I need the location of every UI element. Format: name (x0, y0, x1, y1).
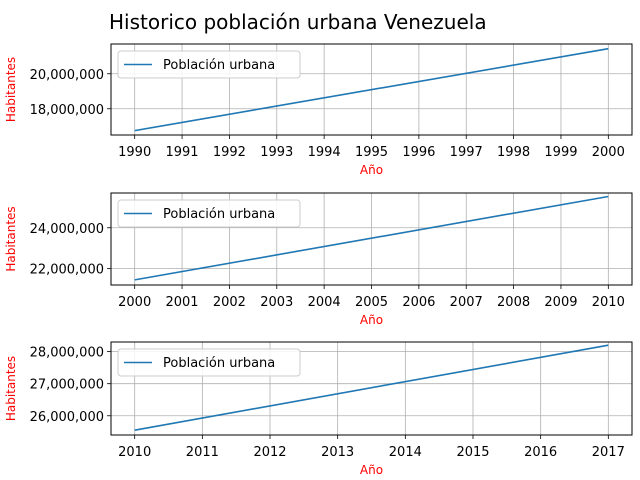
x-tick-label: 2000 (118, 295, 151, 310)
legend-box (117, 50, 301, 79)
y-tick-label: 24,000,000 (30, 222, 104, 237)
subplot-2: 2000 2001 2002 2003 2004 2005 2006 2007 2008 2009… (4, 192, 633, 327)
series-line (134, 344, 609, 431)
series-line (134, 195, 609, 281)
x-tick-label: 2004 (308, 295, 341, 310)
x-tick-label: 2005 (355, 295, 388, 310)
x-tick-label: 1999 (544, 145, 577, 160)
legend: Población urbana (117, 50, 301, 79)
x-tick-label: 1995 (355, 145, 388, 160)
legend-label: Población urbana (163, 207, 275, 222)
legend: Población urbana (117, 348, 301, 377)
y-axis-label: Habitantes (4, 206, 18, 271)
x-tick-label: 2010 (592, 295, 625, 310)
legend-label: Población urbana (163, 356, 275, 371)
x-tick-label: 1991 (165, 145, 198, 160)
x-tick-label: 1993 (260, 145, 293, 160)
x-tick-label: 2002 (213, 295, 246, 310)
x-tick-label: 2008 (497, 295, 530, 310)
series-line (134, 47, 609, 132)
x-tick-label: 2006 (402, 295, 435, 310)
legend: Población urbana (117, 199, 301, 228)
x-tick-label: 2009 (544, 295, 577, 310)
y-tick-label: 20,000,000 (30, 68, 104, 83)
legend-label: Población urbana (163, 58, 275, 73)
x-tick-label: 2014 (389, 445, 422, 460)
x-axis-label: Año (360, 463, 383, 477)
x-tick-label: 2011 (186, 445, 219, 460)
x-tick-label: 2000 (592, 145, 625, 160)
x-tick-label: 2016 (524, 445, 557, 460)
x-tick-label: 1997 (450, 145, 483, 160)
subplot-3: 2010 2011 2012 2013 2014 2015 2016 2017 26,000,0… (4, 341, 633, 477)
x-tick-label: 1994 (308, 145, 341, 160)
y-tick-label: 27,000,000 (30, 378, 104, 393)
y-axis-label: Habitantes (4, 356, 18, 421)
axes-frame (110, 341, 633, 436)
x-tick-label: 1996 (402, 145, 435, 160)
x-tick-label: 1992 (213, 145, 246, 160)
legend-box (117, 199, 301, 228)
chart-title: Historico población urbana Venezuela (109, 10, 487, 34)
x-tick-label: 2001 (165, 295, 198, 310)
x-axis-label: Año (360, 313, 383, 327)
x-tick-label: 2003 (260, 295, 293, 310)
x-tick-label: 2015 (456, 445, 489, 460)
x-tick-label: 2010 (118, 445, 151, 460)
plots-container: 1990 1991 1992 1993 1994 1995 1996 1997 1998 1999… (4, 43, 633, 477)
x-tick-label: 2012 (253, 445, 286, 460)
x-tick-label: 2013 (321, 445, 354, 460)
y-axis-label: Habitantes (4, 57, 18, 122)
y-tick-label: 26,000,000 (30, 410, 104, 425)
subplot-1: 1990 1991 1992 1993 1994 1995 1996 1997 1998 1999… (4, 43, 633, 177)
x-tick-label: 1990 (118, 145, 151, 160)
y-tick-label: 18,000,000 (30, 103, 104, 118)
legend-box (117, 348, 301, 377)
y-tick-label: 28,000,000 (30, 346, 104, 361)
x-tick-label: 2007 (450, 295, 483, 310)
x-axis-label: Año (360, 163, 383, 177)
x-tick-label: 2017 (592, 445, 625, 460)
x-tick-label: 1998 (497, 145, 530, 160)
y-tick-label: 22,000,000 (30, 263, 104, 278)
